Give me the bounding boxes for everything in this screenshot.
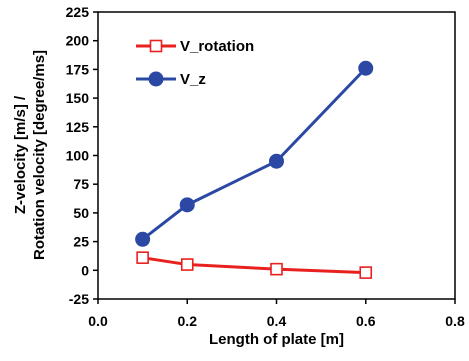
data-point-v-rotation [180, 258, 194, 271]
series-line-v-z [141, 67, 367, 241]
y-tick-label: 175 [66, 61, 90, 77]
y-tick-label: 150 [66, 90, 90, 106]
data-point-v-z [179, 197, 195, 213]
y-tick-label: 75 [73, 176, 89, 192]
series-v-rotation [136, 251, 373, 279]
y-tick-label: 225 [66, 4, 90, 20]
data-point-v-rotation [359, 266, 373, 279]
y-tick-label: -25 [69, 291, 89, 307]
data-point-v-rotation [136, 251, 149, 264]
series-line-v-rotation [142, 256, 366, 275]
x-tick-label: 0.0 [88, 313, 108, 329]
x-axis-title: Length of plate [m] [209, 331, 344, 348]
y-axis-title-line-1: Z-velocity [m/s] / [12, 95, 29, 214]
y-tick-label: 200 [66, 33, 90, 49]
series-v-z [135, 60, 374, 247]
legend-marker [149, 39, 163, 53]
legend-marker [148, 71, 164, 87]
legend-item-v-z: V_z [136, 71, 206, 88]
x-tick-label: 0.6 [356, 313, 376, 329]
y-tick-label: 100 [66, 148, 90, 164]
y-axis: -25 0 25 50 75 100 125 150 175 200 225 [66, 4, 98, 307]
data-point-v-z [135, 231, 151, 247]
series-layer [135, 60, 374, 279]
y-tick-label: 125 [66, 119, 90, 135]
x-axis: 0.0 0.2 0.4 0.6 0.8 [88, 299, 465, 329]
legend-label: V_rotation [180, 38, 254, 55]
y-axis-title-line-2: Rotation velocity [degree/ms] [31, 50, 48, 260]
data-point-v-z [269, 153, 284, 169]
data-point-v-rotation [270, 262, 283, 276]
y-tick-label: 0 [81, 262, 89, 278]
x-tick-label: 0.2 [178, 313, 198, 329]
legend: V_rotation V_z [136, 38, 254, 88]
y-axis-title: Z-velocity [m/s] / Rotation velocity [de… [12, 50, 48, 260]
y-tick-label: 25 [73, 234, 89, 250]
legend-label: V_z [180, 71, 206, 88]
legend-item-v-rotation: V_rotation [136, 38, 254, 55]
x-tick-label: 0.4 [267, 313, 287, 329]
y-tick-label: 50 [73, 205, 89, 221]
data-point-v-z [358, 60, 374, 76]
x-tick-label: 0.8 [445, 313, 465, 329]
